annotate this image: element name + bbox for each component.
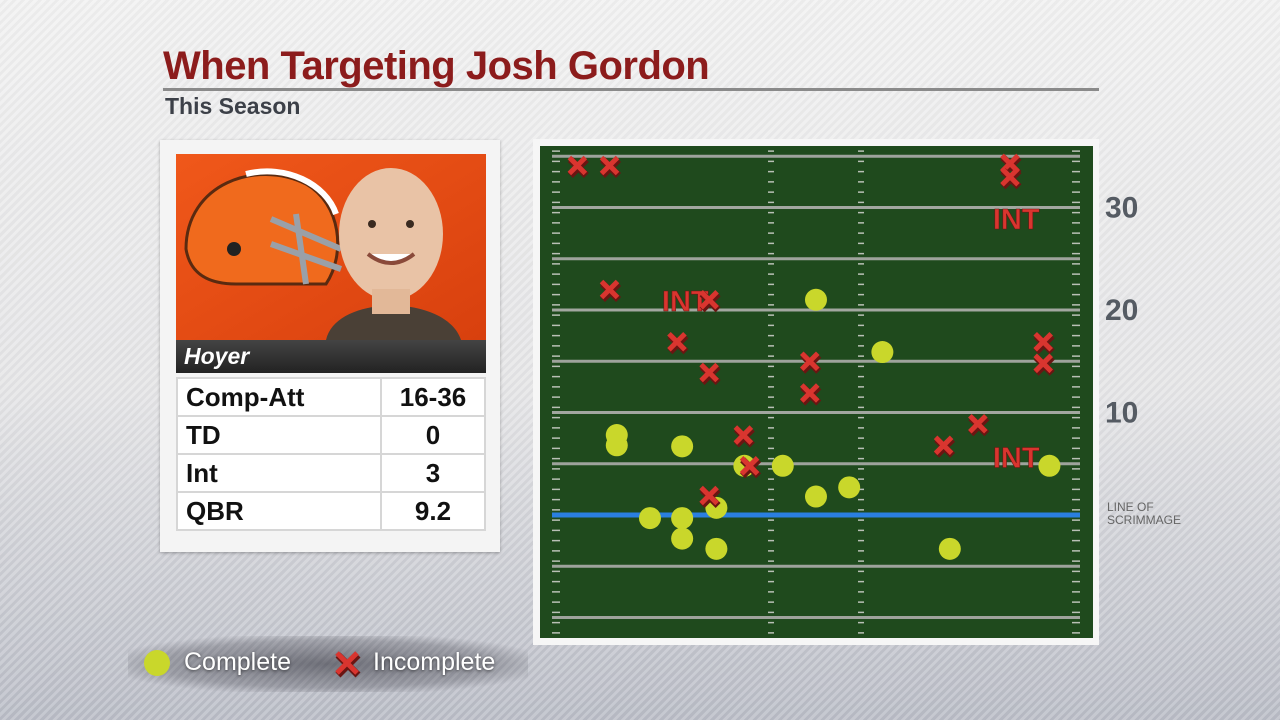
legend-label: Incomplete [373,648,496,676]
x-stroke [968,414,988,434]
x-stroke [699,485,719,506]
x-stroke [567,155,588,176]
complete-mark [804,485,827,508]
stat-row: QBR 9.2 [176,491,486,531]
complete-mark [671,527,694,550]
stat-label: QBR [176,491,382,531]
complete-mark [638,507,661,530]
int-label: INT [993,204,1040,236]
incomplete-mark [699,362,721,385]
legend-label: Complete [184,648,291,676]
incomplete-mark [968,414,990,437]
complete-mark [871,341,894,364]
incomplete-mark [699,485,721,508]
stat-label: TD [176,415,382,455]
stat-value: 0 [380,415,486,455]
stat-value: 9.2 [380,491,486,531]
stats-table: Comp-Att 16-36 TD 0 Int 3 QBR 9.2 [176,377,486,531]
complete-mark [771,454,794,477]
complete-mark [1038,454,1061,477]
incomplete-mark [1000,166,1022,190]
incomplete-mark [599,279,621,302]
complete-mark [605,434,628,457]
stat-row: TD 0 [176,415,486,455]
stat-value: 3 [380,453,486,493]
incomplete-mark [699,289,721,313]
x-stroke [1033,332,1053,352]
int-label: INT [993,443,1040,475]
incomplete-mark [1033,332,1055,355]
complete-mark [804,288,827,311]
complete-mark [671,435,694,458]
stat-label: Comp-Att [176,377,382,417]
los-label: LINE OF SCRIMMAGE [1107,500,1182,527]
int-label: INT [662,286,709,318]
stat-row: Int 3 [176,453,486,493]
x-stroke [1033,353,1053,374]
incomplete-mark [799,383,822,406]
x-stroke [933,435,954,456]
incomplete-mark [933,435,956,458]
x-stroke [599,279,620,300]
incomplete-mark [733,425,755,448]
x-stroke [667,332,687,352]
player-card: Hoyer Comp-Att 16-36 TD 0 Int 3 QBR 9.2 [160,140,500,552]
stat-value: 16-36 [380,377,486,417]
x-stroke [733,425,754,445]
title: When Targeting Josh Gordon [163,44,710,88]
player-name: Hoyer [176,340,486,373]
x-stroke [799,351,820,372]
player-photo [176,154,486,340]
incomplete-mark [335,651,361,678]
title-rule [163,88,1099,91]
x-stroke [799,383,820,403]
stat-row: Comp-Att 16-36 [176,377,486,417]
complete-mark [705,537,728,560]
x-stroke [699,289,719,310]
y-tick-label: 20 [1105,294,1138,327]
incomplete-mark [667,332,689,355]
x-stroke [599,155,620,176]
incomplete-mark [739,456,762,479]
complete-mark [671,507,694,530]
complete-mark [938,537,961,560]
x-stroke [739,456,760,476]
incomplete-mark [599,155,621,178]
y-tick-label: 10 [1105,397,1138,430]
x-stroke [699,362,719,383]
subtitle: This Season [165,93,301,119]
stat-label: Int [176,453,382,493]
incomplete-mark [799,351,822,374]
x-stroke [335,651,359,675]
x-stroke [1000,166,1020,187]
incomplete-mark [1033,353,1055,376]
complete-mark [838,476,861,499]
photo-art [176,154,486,340]
legend [128,636,528,692]
legend-symbol [144,650,170,676]
incomplete-mark [567,155,589,178]
y-tick-label: 30 [1105,192,1138,225]
